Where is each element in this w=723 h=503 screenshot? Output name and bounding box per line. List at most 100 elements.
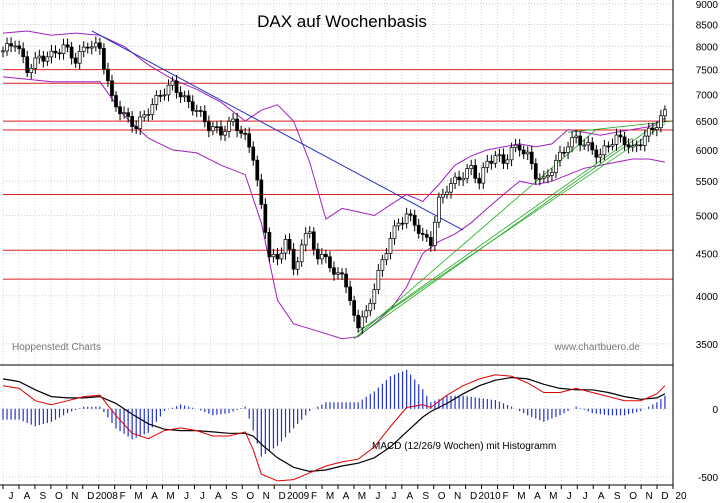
candle-body bbox=[638, 144, 643, 147]
y-tick-label: 8000 bbox=[696, 42, 719, 53]
candle-body bbox=[485, 160, 490, 168]
candle-body bbox=[275, 253, 280, 260]
x-tick-label: N bbox=[71, 491, 78, 502]
downtrend-line bbox=[91, 30, 464, 231]
candle-body bbox=[45, 56, 50, 62]
candle-body bbox=[392, 225, 397, 239]
macd-panel bbox=[2, 369, 673, 482]
candle-body bbox=[291, 248, 296, 270]
candle-body bbox=[550, 172, 554, 176]
candle-body bbox=[166, 84, 171, 96]
candle-body bbox=[186, 95, 191, 102]
candle-body bbox=[408, 213, 413, 216]
candle-body bbox=[663, 109, 667, 117]
bollinger-bands bbox=[2, 30, 666, 340]
x-tick-label: M bbox=[358, 491, 366, 502]
candle-body bbox=[457, 176, 461, 181]
upper-band bbox=[2, 30, 666, 220]
candle-body bbox=[424, 234, 429, 238]
candle-body bbox=[251, 146, 256, 161]
candle-body bbox=[594, 149, 599, 158]
x-tick-label: J bbox=[391, 491, 396, 502]
x-tick-label: A bbox=[151, 491, 158, 502]
candle-body bbox=[134, 126, 139, 129]
candle-body bbox=[21, 48, 26, 58]
x-tick-label: J bbox=[8, 491, 13, 502]
x-tick-label: O bbox=[438, 491, 446, 502]
candle-body bbox=[53, 50, 58, 54]
x-tick-label: S bbox=[40, 491, 47, 502]
candle-body bbox=[178, 92, 183, 98]
x-tick-label: M bbox=[166, 491, 174, 502]
candle-body bbox=[525, 151, 530, 155]
candle-body bbox=[586, 142, 591, 146]
candle-body bbox=[29, 67, 34, 73]
candle-body bbox=[311, 231, 316, 250]
candle-body bbox=[606, 145, 611, 148]
candle-body bbox=[655, 127, 659, 131]
candle-body bbox=[170, 80, 175, 86]
candle-body bbox=[89, 46, 94, 49]
candle-body bbox=[566, 146, 570, 153]
candle-body bbox=[541, 176, 546, 179]
y-tick-label: 7500 bbox=[696, 66, 719, 77]
candle-body bbox=[396, 222, 401, 227]
x-tick-label: 2008 bbox=[96, 491, 119, 502]
candle-body bbox=[336, 272, 340, 275]
candle-body bbox=[324, 254, 328, 258]
candle-body bbox=[1, 50, 5, 53]
candle-body bbox=[267, 232, 272, 258]
candle-body bbox=[493, 155, 498, 164]
x-tick-label: D bbox=[661, 491, 668, 502]
x-tick-label: F bbox=[311, 491, 317, 502]
candle-body bbox=[529, 151, 534, 165]
candle-body bbox=[521, 149, 526, 155]
x-tick-label: A bbox=[215, 491, 222, 502]
candle-body bbox=[505, 159, 510, 164]
candle-body bbox=[348, 286, 352, 301]
x-tick-label: M bbox=[326, 491, 334, 502]
candle-body bbox=[215, 126, 219, 129]
candle-body bbox=[243, 132, 248, 135]
x-tick-label: 2010 bbox=[478, 491, 501, 502]
x-tick-label: A bbox=[343, 491, 350, 502]
x-tick-label: S bbox=[614, 491, 621, 502]
candle-body bbox=[190, 101, 195, 112]
candle-body bbox=[497, 154, 502, 157]
candle-body bbox=[263, 204, 268, 233]
candle-body bbox=[477, 177, 482, 184]
candle-body bbox=[223, 131, 227, 136]
y-tick-label: 6500 bbox=[696, 117, 719, 128]
candle-body bbox=[420, 233, 425, 235]
macd-tick-label: 0 bbox=[712, 405, 718, 416]
candle-body bbox=[299, 244, 304, 263]
candle-body bbox=[400, 222, 405, 225]
y-tick-label: 8500 bbox=[696, 21, 719, 32]
candle-body bbox=[102, 48, 106, 70]
candle-body bbox=[433, 221, 437, 246]
candle-body bbox=[146, 114, 151, 116]
candle-body bbox=[509, 147, 514, 161]
candle-body bbox=[126, 112, 130, 117]
candle-body bbox=[622, 136, 627, 146]
candle-body bbox=[453, 176, 457, 184]
candle-body bbox=[537, 177, 542, 180]
candle-body bbox=[271, 253, 276, 258]
x-tick-label: M bbox=[134, 491, 142, 502]
x-tick-label: A bbox=[598, 491, 605, 502]
candle-body bbox=[614, 134, 619, 145]
candle-body bbox=[659, 115, 663, 128]
candle-body bbox=[162, 94, 167, 97]
candle-body bbox=[174, 80, 179, 93]
candle-body bbox=[279, 252, 284, 260]
uptrend-line bbox=[357, 137, 633, 333]
x-tick-label: N bbox=[454, 491, 461, 502]
y-tick-label: 3500 bbox=[696, 340, 719, 351]
candle-body bbox=[646, 127, 651, 137]
candle-body bbox=[106, 68, 110, 82]
candle-body bbox=[481, 167, 486, 184]
candle-body bbox=[598, 154, 603, 158]
candle-body bbox=[412, 214, 417, 226]
candle-body bbox=[303, 233, 308, 246]
